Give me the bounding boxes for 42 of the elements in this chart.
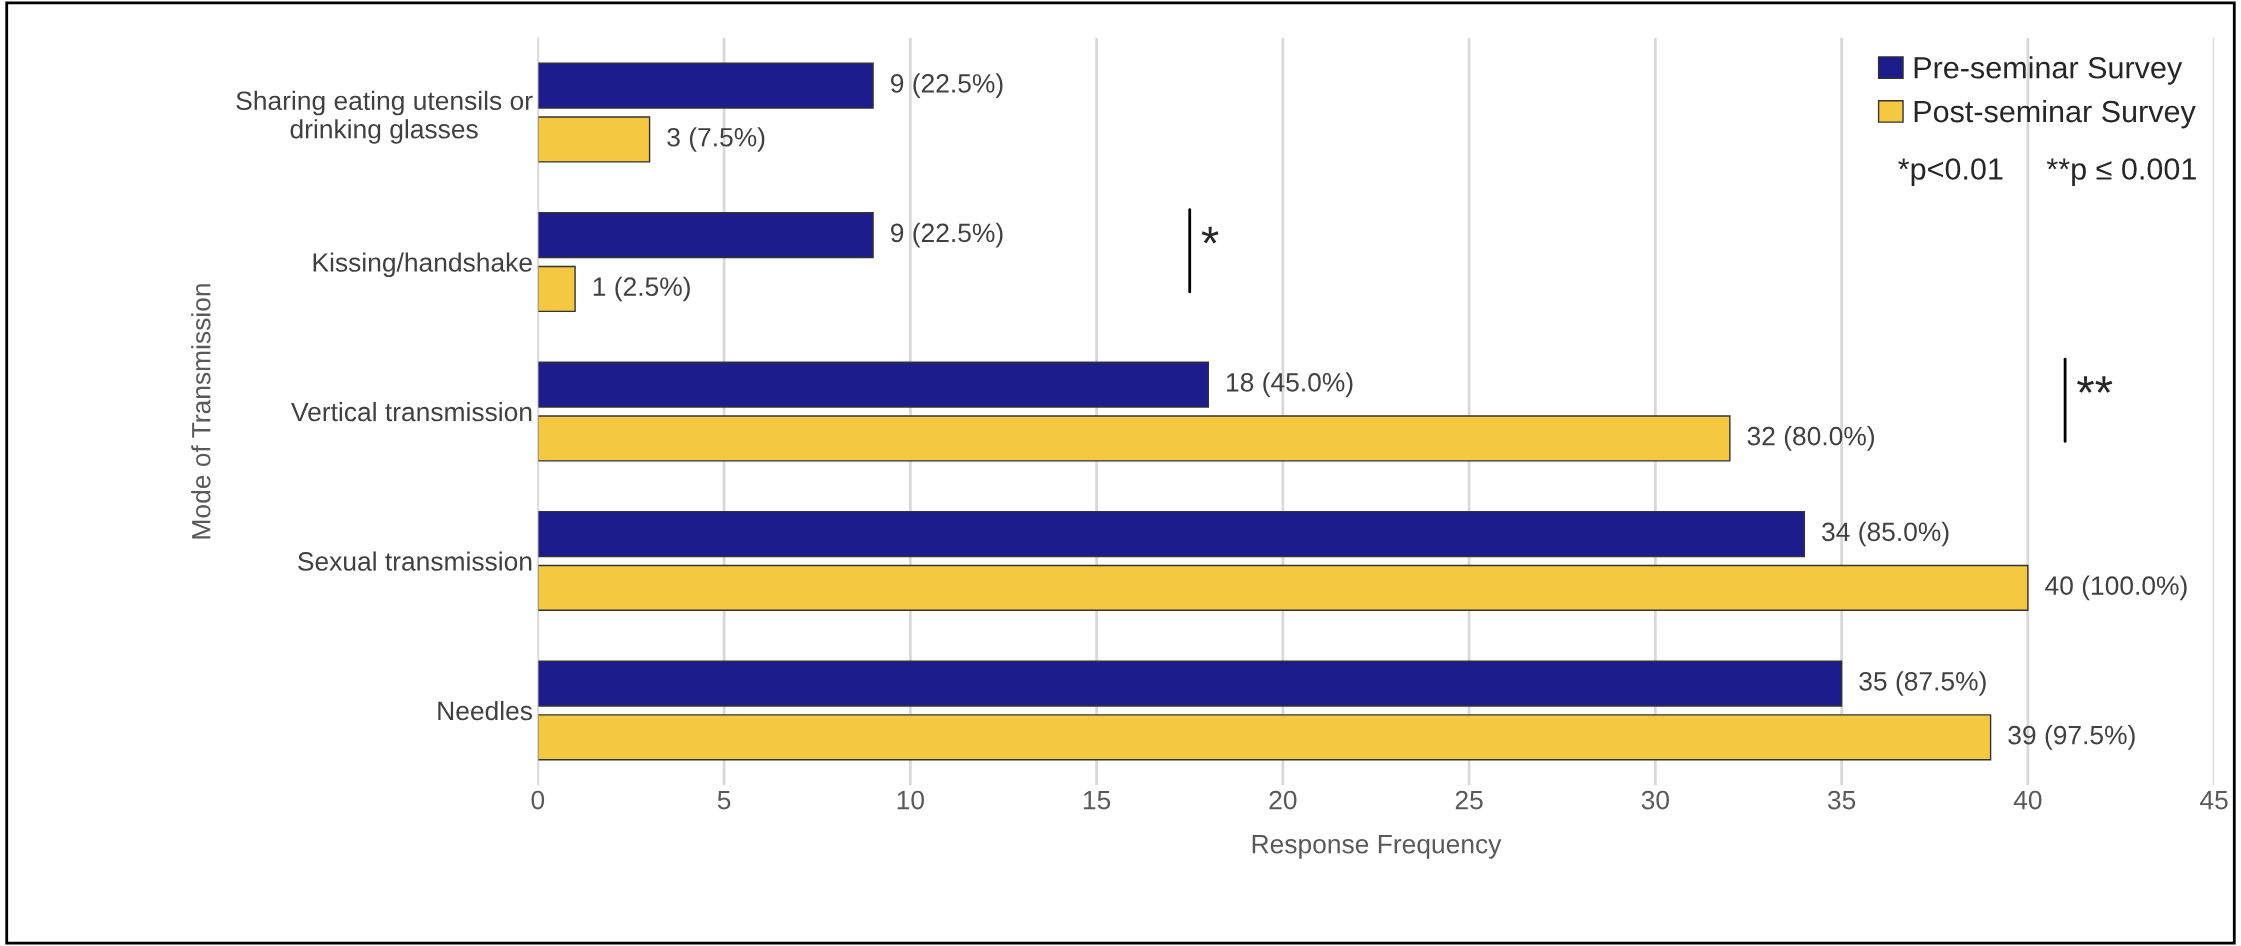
data-label: 3 (7.5%) bbox=[667, 127, 765, 152]
x-tick-label: 5 bbox=[717, 791, 731, 810]
data-label: 1 (2.5%) bbox=[593, 276, 690, 302]
data-label: 35 (87.5%) bbox=[1859, 671, 1986, 696]
bar bbox=[537, 415, 1731, 462]
x-tick-label: 20 bbox=[1269, 790, 1297, 810]
bar bbox=[537, 116, 651, 163]
annotation: *p<0.01 **p ≤ 0.001 bbox=[1898, 158, 2196, 186]
x-tick-label: 0 bbox=[531, 790, 545, 810]
data-label: 39 (97.5%) bbox=[2008, 725, 2135, 750]
annotation: ** bbox=[2077, 376, 2113, 393]
bar bbox=[537, 212, 874, 259]
data-label: 40 (100.0%) bbox=[2045, 575, 2187, 601]
bar bbox=[537, 714, 1992, 761]
x-tick-label: 40 bbox=[2013, 790, 2042, 810]
x-tick-label: 35 bbox=[1827, 790, 1856, 810]
legend-label: Pre-seminar Survey bbox=[1914, 56, 2183, 85]
y-tick-label: Needles bbox=[438, 700, 533, 721]
data-label: 18 (45.0%) bbox=[1227, 372, 1353, 397]
annotation: * bbox=[1201, 226, 1219, 244]
y-tick-label: Vertical transmission bbox=[291, 401, 532, 422]
data-label: 9 (22.5%) bbox=[891, 222, 1003, 248]
y-tick-label: Sexual transmission bbox=[298, 551, 532, 571]
bar bbox=[537, 510, 1806, 558]
x-tick-label: 15 bbox=[1083, 791, 1111, 810]
data-label: 9 (22.5%) bbox=[891, 73, 1003, 98]
x-tick-label: 25 bbox=[1455, 790, 1483, 810]
bar bbox=[537, 361, 1210, 408]
bar bbox=[537, 660, 1843, 707]
bar bbox=[537, 564, 2029, 611]
legend-label: Post-seminar Survey bbox=[1914, 99, 2196, 129]
y-tick-label: Sharing eating utensils or drinking glasses bbox=[236, 90, 533, 144]
bar bbox=[537, 265, 576, 313]
data-label: 34 (85.0%) bbox=[1822, 521, 1949, 547]
x-tick-label: 45 bbox=[2200, 791, 2228, 810]
bar bbox=[537, 62, 874, 109]
x-tick-label: 30 bbox=[1641, 790, 1669, 810]
data-label: 32 (80.0%) bbox=[1747, 426, 1874, 451]
x-axis-title: Response Frequency bbox=[1252, 835, 1502, 859]
y-axis-title: Mode of Transmission bbox=[191, 284, 211, 539]
y-tick-label: Kissing/handshake bbox=[313, 252, 532, 278]
x-tick-label: 10 bbox=[897, 790, 924, 810]
